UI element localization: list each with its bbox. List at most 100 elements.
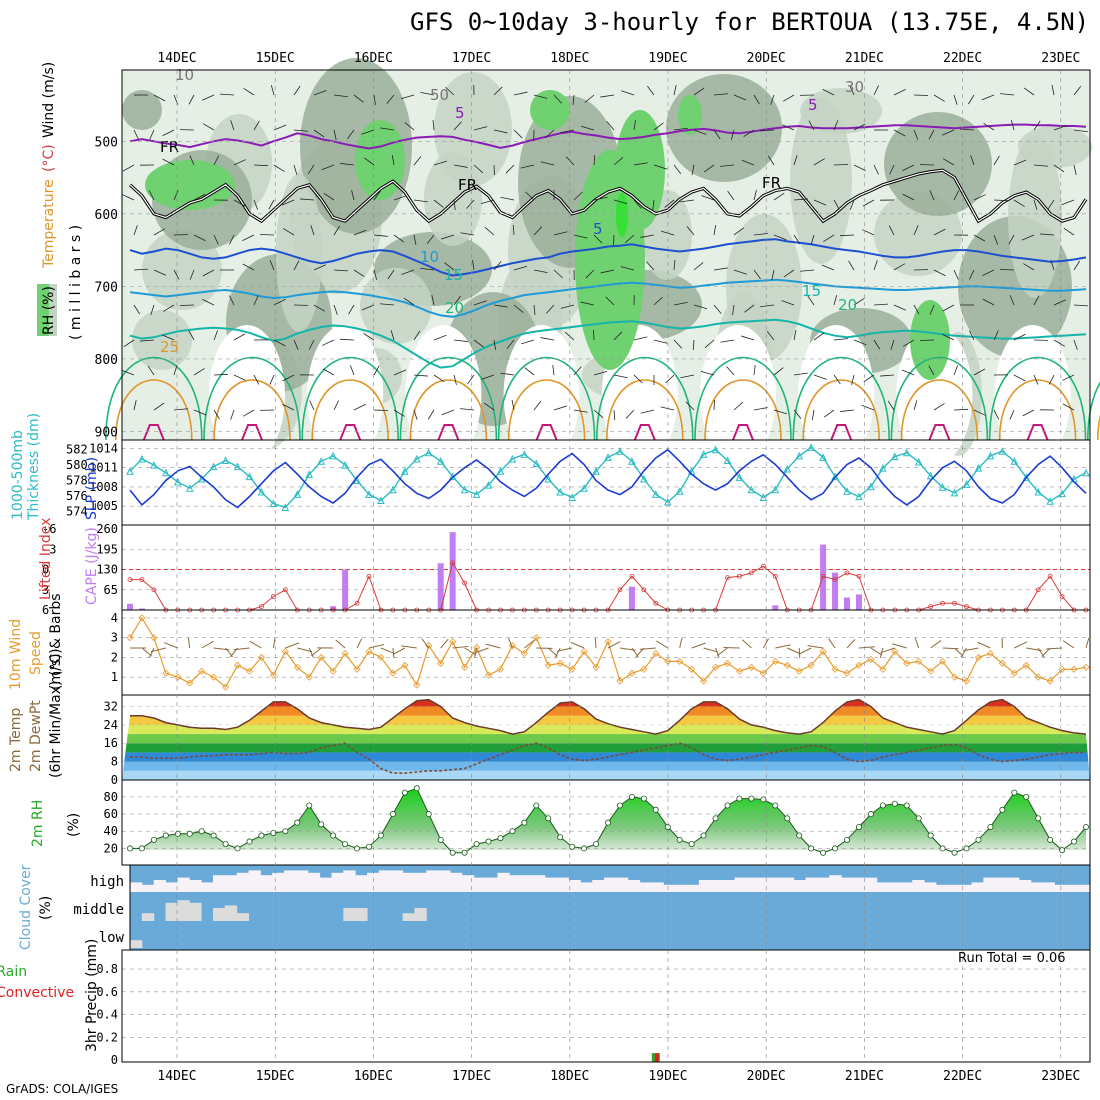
cloud-cover-cell [864, 877, 878, 892]
wind-barb [393, 234, 405, 243]
wind-barb [573, 409, 588, 413]
wind-barb [753, 233, 768, 236]
lifted-index-point [1035, 587, 1041, 593]
thickness-point [317, 457, 326, 465]
rh-point [640, 795, 647, 802]
wind-barb [189, 269, 195, 280]
wind-barb [427, 409, 435, 420]
wind-barb [846, 639, 856, 649]
rh-point [1059, 847, 1066, 854]
wind-speed-point [461, 663, 469, 671]
wind-barb [453, 121, 462, 131]
thickness-point [938, 483, 947, 491]
isotherm-25c [704, 379, 782, 441]
wind-barb [680, 374, 695, 379]
thickness-axis-label-2-part: Thickness (dm) [26, 413, 42, 521]
cloud-cover-cell [544, 877, 558, 892]
wind-barb [733, 227, 744, 236]
thickness-point [902, 448, 911, 457]
wind-barb [929, 190, 935, 201]
cape-bar [844, 597, 850, 610]
wind-barb [593, 196, 608, 201]
thickness-point [496, 467, 505, 475]
wind-barb [760, 129, 775, 132]
wind-barb [594, 637, 597, 649]
wind-barb [862, 199, 875, 207]
rh-shading-region [726, 214, 802, 362]
cloud-cover-cell [130, 882, 143, 892]
wind-barb [1033, 374, 1039, 385]
wind-barb [335, 639, 346, 649]
wind-barb [282, 403, 295, 411]
lifted-index-point [354, 600, 360, 606]
slp-axis-label: SLP (mb) [84, 457, 100, 520]
rh-point [808, 845, 815, 852]
wind-barb [272, 637, 276, 649]
wind-barb [233, 333, 246, 341]
wind-barb [993, 234, 998, 245]
wind-barb [133, 268, 148, 271]
wind-barb [704, 339, 715, 348]
temp2m-panel: 32 24 16 8 0 [104, 694, 1091, 787]
thickness-point [1010, 457, 1019, 465]
wind-barb [322, 368, 335, 376]
wind-barb [633, 162, 648, 166]
thickness-point [926, 471, 935, 480]
wind-barb [273, 298, 286, 306]
wind-speed-point [747, 663, 755, 671]
contour-label-30: 30 [845, 78, 864, 96]
wind-speed-point [771, 657, 779, 665]
wind10m-panel: 4 3 2 1 [111, 609, 1091, 696]
wind-barb [773, 409, 788, 415]
wind-barb [413, 330, 421, 341]
rh-shading-region [132, 310, 192, 370]
y-tick-label: 1 [111, 670, 118, 684]
isotherm-30c [928, 424, 951, 441]
wind-barb [673, 85, 677, 96]
isotherm-25c [900, 379, 979, 441]
wind-barb [313, 264, 327, 271]
cloud-cover-cell [841, 877, 854, 892]
wind-barb [133, 400, 137, 411]
wind-barb [440, 638, 449, 649]
x-tick-label-top: 22DEC [943, 51, 982, 66]
wind-barb [572, 94, 575, 106]
wind-barb [513, 304, 524, 313]
wind-barb [1051, 85, 1055, 96]
thickness-point [329, 451, 337, 460]
thickness-point [305, 470, 314, 478]
wind-barb [726, 366, 735, 376]
wind-barb [322, 339, 335, 346]
wind-barb [403, 297, 415, 306]
wind-barb [307, 164, 315, 175]
thickness-point [711, 445, 720, 454]
wind-barb [833, 120, 839, 131]
wind-barb [1047, 199, 1055, 210]
rh-dry-region [994, 325, 1071, 465]
x-tick-label-bottom: 22DEC [943, 1069, 982, 1084]
wind10m-units-label-part: (m/s) & Barbs [48, 593, 64, 690]
x-tick-label-bottom: 19DEC [648, 1069, 687, 1084]
wind-barb [929, 304, 935, 315]
wind-barb [813, 332, 825, 341]
wind-speed-point [305, 673, 313, 681]
rh-point [377, 832, 384, 839]
cloud-cover-cell [248, 870, 261, 892]
wind-barb [673, 127, 688, 131]
isotherm-20c [988, 356, 1087, 441]
wind-barb [613, 331, 623, 341]
wind-barb [467, 374, 475, 385]
cloud-cover-cell [189, 902, 202, 921]
wind-barb [260, 234, 275, 236]
wind-barb [554, 647, 561, 658]
wind-barb [553, 94, 562, 104]
isotherm-25c [213, 379, 291, 441]
wind-barb [1050, 260, 1055, 271]
wind-barb [133, 129, 139, 140]
temperature-band [122, 770, 1090, 780]
thickness-tick-label: 574 [66, 504, 88, 518]
wind-barb [333, 269, 348, 272]
rh-point [736, 795, 743, 802]
rh-moist-region [145, 160, 235, 210]
rh2m-units-label: (%) [66, 813, 82, 837]
